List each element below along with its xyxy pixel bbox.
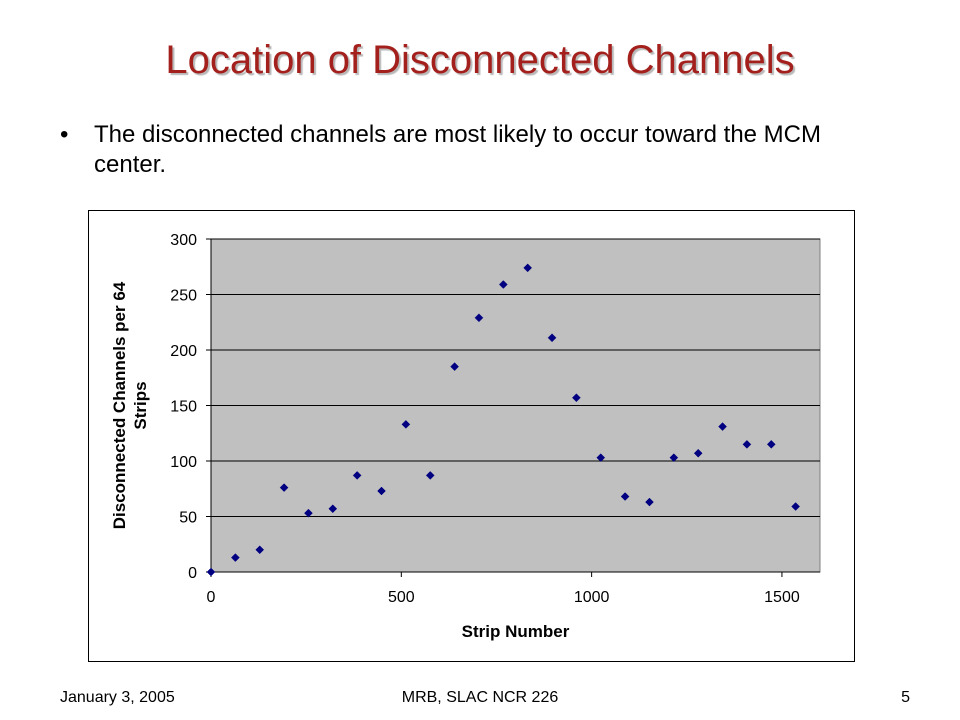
- data-point: [474, 313, 484, 323]
- x-tick-label: 0: [207, 589, 216, 606]
- slide-title: Location of Disconnected Channels: [165, 38, 795, 82]
- data-point: [255, 545, 265, 555]
- footer-date: January 3, 2005: [60, 689, 175, 706]
- chart-frame: 0 50 100 150 200 250 300 0 500 1000 1500 Strip Numb…: [88, 210, 855, 662]
- data-point: [572, 393, 581, 403]
- y-tick-label: 200: [170, 343, 197, 360]
- data-point: [377, 486, 386, 496]
- y-axis-label-line: Disconnected Channels per 64: [110, 281, 129, 529]
- data-point: [669, 453, 679, 463]
- data-point: [693, 448, 703, 458]
- bullet-text: The disconnected channels are most likel…: [94, 121, 821, 178]
- x-tick-label: 500: [388, 589, 415, 606]
- y-tick-label: 250: [170, 288, 197, 305]
- data-point: [352, 471, 362, 480]
- y-tick-label: 100: [170, 454, 197, 471]
- data-point: [718, 422, 727, 431]
- data-point: [620, 492, 630, 501]
- y-tick-label: 50: [179, 510, 197, 527]
- data-point: [425, 471, 435, 480]
- data-point: [206, 567, 216, 577]
- data-point: [547, 333, 557, 343]
- data-point: [401, 420, 411, 429]
- y-tick-label: 0: [188, 565, 197, 582]
- bullet-point: • The disconnected channels are most lik…: [60, 120, 880, 180]
- data-point: [791, 502, 800, 511]
- data-point: [450, 362, 459, 372]
- y-tick-label: 300: [170, 232, 197, 249]
- x-tick-label: 1000: [574, 589, 610, 606]
- data-point: [279, 483, 289, 492]
- data-point: [498, 280, 508, 289]
- data-point: [304, 508, 313, 518]
- slide-number: 5: [901, 689, 910, 706]
- y-axis-label: Disconnected Channels per 64 Strips: [110, 281, 150, 529]
- x-axis-label: Strip Number: [462, 622, 570, 641]
- data-point: [596, 453, 606, 463]
- y-tick-label: 150: [170, 399, 197, 416]
- data-point: [523, 263, 533, 273]
- data-point: [742, 439, 752, 449]
- data-point: [645, 497, 654, 507]
- footer-reference: MRB, SLAC NCR 226: [401, 689, 559, 706]
- y-axis-label-line: Strips: [131, 381, 150, 429]
- bullet-icon: •: [60, 121, 69, 148]
- data-point: [766, 439, 776, 449]
- scatter-chart: 0 50 100 150 200 250 300 0 500 1000 1500 Strip Numb…: [110, 232, 821, 641]
- data-point: [231, 553, 240, 562]
- data-point: [328, 504, 338, 514]
- x-tick-label: 1500: [764, 589, 800, 606]
